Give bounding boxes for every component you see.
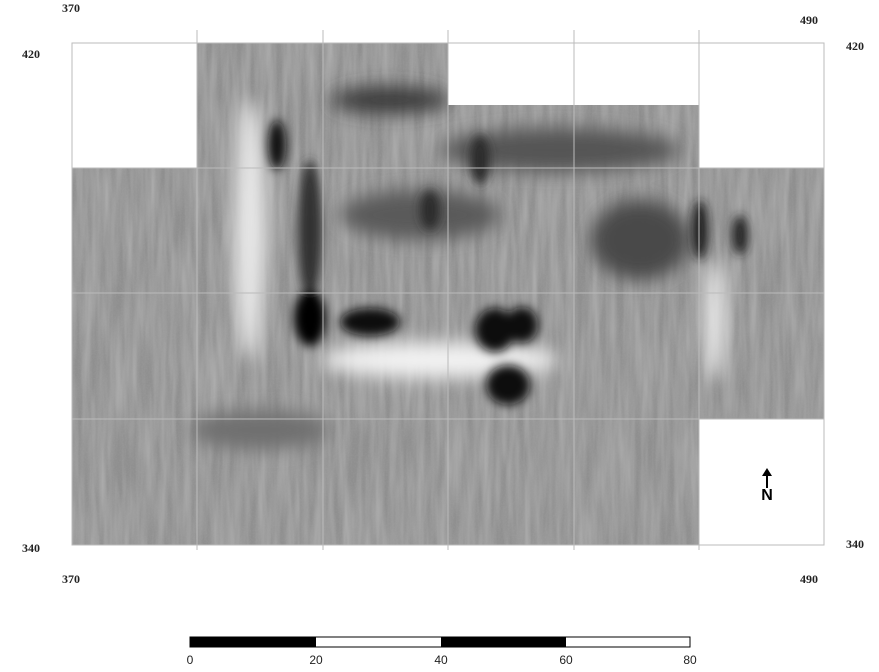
coord-label: 490 — [800, 13, 818, 27]
coord-label: 340 — [846, 537, 864, 551]
coord-label: 420 — [846, 39, 864, 53]
north-arrow: N — [761, 468, 773, 504]
coord-label: 370 — [62, 1, 80, 15]
page: {"coordinates":{"top_left_x":"370","top_… — [0, 0, 879, 672]
coord-label: 420 — [22, 47, 40, 61]
scale-label: 40 — [434, 653, 448, 667]
scale-label: 20 — [309, 653, 323, 667]
north-label: N — [761, 487, 773, 504]
coord-label: 370 — [62, 572, 80, 586]
scale-label: 0 — [187, 653, 194, 667]
survey-image — [60, 30, 840, 560]
scale-bar: 0 20 40 60 80 — [187, 637, 697, 667]
scale-label: 80 — [683, 653, 697, 667]
coord-label: 490 — [800, 572, 818, 586]
scale-label: 60 — [559, 653, 573, 667]
coord-label: 340 — [22, 541, 40, 555]
survey-map: 370 490 420 420 340 340 370 490 N 0 20 4… — [0, 0, 879, 672]
